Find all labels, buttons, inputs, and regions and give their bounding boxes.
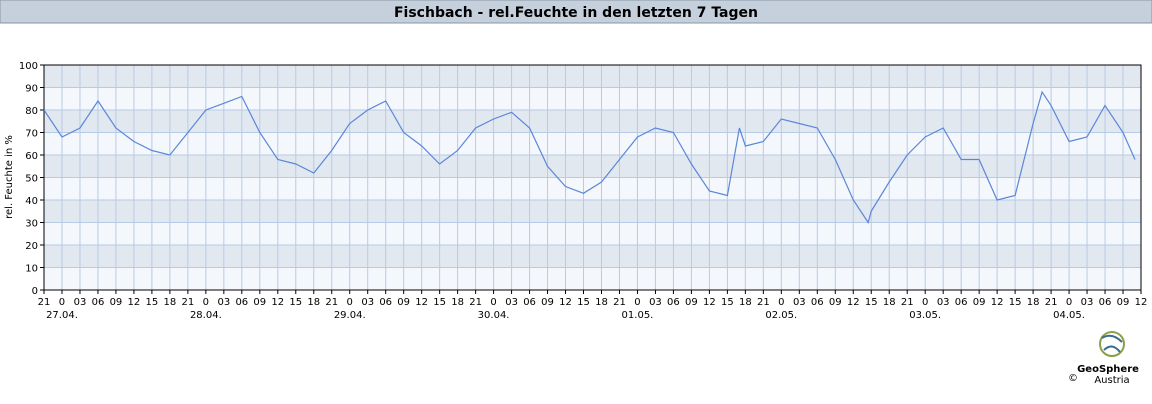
y-tick-label: 30	[25, 219, 38, 230]
x-tick-label: 18	[595, 297, 608, 308]
y-axis-label: rel. Feuchte in %	[4, 135, 15, 219]
logo: GeoSphere Austria ©	[1068, 331, 1139, 386]
x-tick-label: 0	[634, 297, 640, 308]
x-date-label: 03.05.	[909, 310, 941, 321]
x-tick-label: 21	[182, 297, 195, 308]
x-date-label: 29.04.	[334, 310, 366, 321]
y-tick-label: 20	[25, 241, 38, 252]
x-tick-label: 12	[271, 297, 284, 308]
x-tick-label: 12	[415, 297, 428, 308]
x-tick-label: 21	[469, 297, 482, 308]
logo-icon	[1101, 334, 1123, 353]
x-tick-label: 03	[361, 297, 374, 308]
title-bar	[0, 0, 1152, 24]
x-tick-label: 0	[59, 297, 65, 308]
x-tick-label: 03	[74, 297, 87, 308]
x-tick-label: 0	[922, 297, 928, 308]
x-tick-label: 03	[505, 297, 518, 308]
x-tick-label: 0	[203, 297, 209, 308]
x-tick-label: 21	[757, 297, 770, 308]
x-tick-label: 03	[217, 297, 230, 308]
x-date-label: 01.05.	[622, 310, 654, 321]
x-tick-label: 18	[164, 297, 177, 308]
x-date-label: 04.05.	[1053, 310, 1085, 321]
x-tick-label: 15	[865, 297, 878, 308]
x-tick-label: 03	[793, 297, 806, 308]
y-tick-label: 100	[19, 61, 38, 72]
x-tick-label: 09	[110, 297, 123, 308]
y-tick-label: 90	[25, 84, 38, 95]
y-tick-label: 80	[25, 106, 38, 117]
x-tick-label: 09	[1117, 297, 1130, 308]
x-date-label: 27.04.	[46, 310, 78, 321]
band	[44, 245, 1141, 268]
x-tick-label: 0	[347, 297, 353, 308]
x-tick-label: 18	[451, 297, 464, 308]
logo-sub: Austria	[1094, 375, 1129, 386]
x-tick-label: 12	[703, 297, 716, 308]
x-tick-label: 15	[721, 297, 734, 308]
band	[44, 155, 1141, 178]
x-tick-label: 21	[38, 297, 51, 308]
x-tick-label: 06	[379, 297, 392, 308]
band	[44, 200, 1141, 223]
x-tick-label: 06	[92, 297, 105, 308]
x-tick-label: 09	[973, 297, 986, 308]
x-tick-label: 09	[541, 297, 554, 308]
x-tick-label: 18	[883, 297, 896, 308]
x-tick-label: 09	[829, 297, 842, 308]
x-tick-label: 12	[991, 297, 1004, 308]
x-tick-label: 0	[778, 297, 784, 308]
y-tick-label: 70	[25, 129, 38, 140]
x-tick-label: 12	[559, 297, 572, 308]
x-tick-label: 18	[739, 297, 752, 308]
x-tick-label: 09	[253, 297, 266, 308]
x-tick-label: 15	[1009, 297, 1022, 308]
x-tick-label: 06	[1099, 297, 1112, 308]
x-tick-label: 18	[1027, 297, 1040, 308]
x-tick-label: 12	[847, 297, 860, 308]
x-tick-label: 15	[577, 297, 590, 308]
x-tick-label: 06	[667, 297, 680, 308]
x-tick-label: 21	[613, 297, 626, 308]
x-tick-label: 12	[1135, 297, 1148, 308]
y-tick-label: 0	[32, 286, 38, 297]
x-tick-label: 06	[955, 297, 968, 308]
x-tick-label: 21	[325, 297, 338, 308]
plot-frame	[43, 64, 1142, 291]
data-line	[43, 90, 1136, 224]
copyright: ©	[1068, 373, 1078, 384]
x-date-label: 28.04.	[190, 310, 222, 321]
logo-name: GeoSphere	[1077, 364, 1139, 375]
x-tick-label: 0	[1066, 297, 1072, 308]
x-tick-label: 03	[937, 297, 950, 308]
x-tick-label: 15	[146, 297, 159, 308]
x-tick-label: 0	[490, 297, 496, 308]
chart-title: Fischbach - rel.Feuchte in den letzten 7…	[394, 5, 758, 21]
x-tick-label: 18	[307, 297, 320, 308]
logo-icon	[1099, 331, 1125, 357]
y-tick-label: 50	[25, 174, 38, 185]
band	[44, 110, 1141, 133]
x-tick-label: 12	[128, 297, 141, 308]
x-tick-label: 06	[235, 297, 248, 308]
x-date-label: 30.04.	[478, 310, 510, 321]
x-tick-label: 06	[523, 297, 536, 308]
y-tick-label: 40	[25, 196, 38, 207]
x-tick-label: 06	[811, 297, 824, 308]
x-tick-label: 15	[433, 297, 446, 308]
y-tick-label: 60	[25, 151, 38, 162]
x-tick-label: 21	[1045, 297, 1058, 308]
x-tick-label: 09	[397, 297, 410, 308]
x-date-label: 02.05.	[765, 310, 797, 321]
y-tick-label: 10	[25, 264, 38, 275]
x-tick-label: 15	[289, 297, 302, 308]
band	[44, 65, 1141, 88]
x-tick-label: 09	[685, 297, 698, 308]
x-tick-label: 21	[901, 297, 914, 308]
x-tick-label: 03	[1081, 297, 1094, 308]
x-tick-label: 03	[649, 297, 662, 308]
